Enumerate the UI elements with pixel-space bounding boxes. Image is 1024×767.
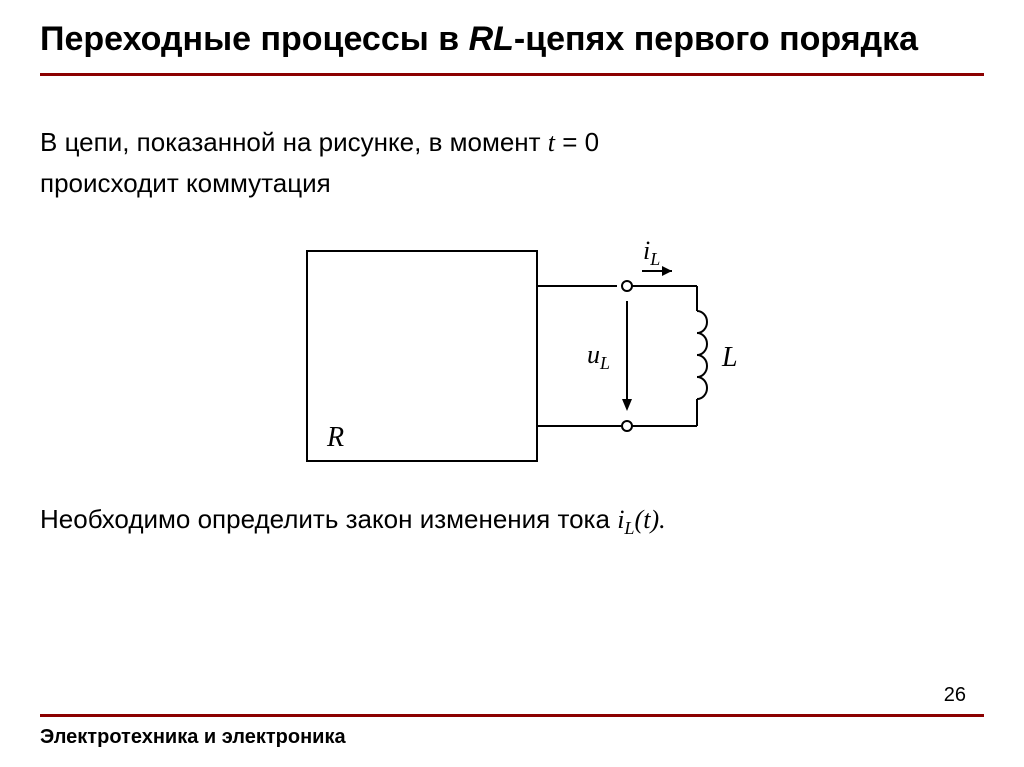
label-uL: uL	[587, 340, 610, 373]
node-top	[622, 281, 632, 291]
arrow-iL-head	[662, 266, 672, 276]
arrow-uL-head	[622, 399, 632, 411]
p1-text-b: происходит коммутация	[40, 168, 331, 198]
circuit-diagram: R iL L	[40, 231, 984, 481]
title-prefix: Переходные процессы в	[40, 20, 469, 58]
circuit-svg: R iL L	[277, 231, 747, 481]
p1-eq: = 0	[555, 127, 599, 157]
p2-func: (t).	[635, 505, 666, 534]
label-iL: iL	[643, 236, 660, 269]
slide-body: В цепи, показанной на рисунке, в момент …	[40, 76, 984, 544]
slide-title: Переходные процессы в RL-цепях первого п…	[40, 18, 984, 67]
paragraph-1: В цепи, показанной на рисунке, в момент …	[40, 122, 984, 205]
label-L: L	[721, 342, 738, 373]
inductor-coil	[697, 311, 707, 399]
title-suffix: -цепях первого порядка	[514, 20, 918, 58]
title-italic: RL	[469, 20, 514, 58]
label-R: R	[326, 422, 344, 453]
horizontal-rule-bottom	[40, 714, 984, 717]
p2-text-a: Необходимо определить закон изменения то…	[40, 504, 617, 534]
p1-text-a: В цепи, показанной на рисунке, в момент	[40, 127, 548, 157]
paragraph-2: Необходимо определить закон изменения то…	[40, 499, 984, 543]
p2-iL: iL	[617, 505, 634, 534]
p1-var-t: t	[548, 128, 555, 157]
node-bottom	[622, 421, 632, 431]
footer-text: Электротехника и электроника	[40, 726, 346, 749]
page-number: 26	[944, 684, 966, 707]
